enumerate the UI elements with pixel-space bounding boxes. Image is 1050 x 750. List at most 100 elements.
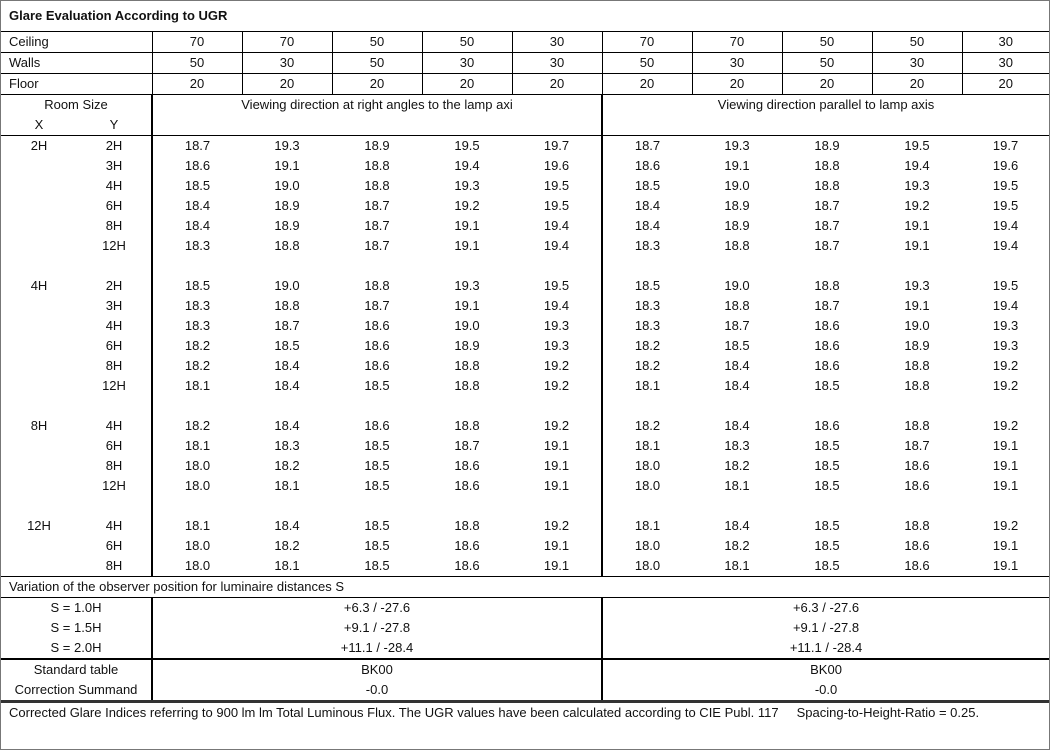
ugr-value: 18.8: [364, 278, 390, 293]
room-y: 12H: [102, 378, 126, 393]
ugr-row: 8H 4H 18.2 18.4 18.6 18.8 19.2 18.2 18.4 18.6 18.8…: [1, 416, 1049, 436]
ugr-row: 12H 18.1 18.4 18.5 18.8 19.2 18.1 18.4 18.5 18.8 1…: [1, 376, 1049, 396]
header-row: Room Size Viewing direction at right angl…: [1, 94, 1050, 136]
room-y: 6H: [105, 438, 123, 453]
ugr-value: 18.8: [904, 518, 930, 533]
ugr-value: 19.2: [543, 418, 570, 433]
ugr-value: 18.1: [274, 558, 300, 573]
ugr-value: 18.4: [724, 358, 750, 373]
ugr-value: 18.0: [601, 456, 692, 476]
ugr-value: 19.2: [992, 418, 1019, 433]
variation-right-angles: +6.3 / -27.6: [151, 597, 602, 618]
ugr-value: 19.1: [543, 478, 570, 493]
ugr-value: 18.7: [364, 298, 390, 313]
spacer: [600, 396, 1050, 416]
ugr-value: 18.3: [601, 316, 692, 336]
ugr-value: 18.4: [151, 196, 242, 216]
reflectance-value: 70: [241, 31, 333, 53]
room-y: 3H: [105, 158, 123, 173]
footnote: Corrected Glare Indices referring to 900…: [1, 700, 1050, 723]
ugr-value: 18.7: [814, 238, 840, 253]
ugr-value: 18.9: [274, 218, 300, 233]
ugr-value: 19.5: [992, 198, 1019, 213]
variation-row: S = 1.5H +9.1 / -27.8 +9.1 / -27.8: [1, 618, 1050, 638]
ugr-value: 18.4: [274, 418, 300, 433]
ugr-value: 19.1: [543, 458, 570, 473]
spacer: [1, 396, 152, 416]
variation-right-angles: +11.1 / -28.4: [151, 638, 602, 659]
ugr-value: 18.5: [364, 458, 390, 473]
ugr-value: 19.3: [454, 278, 480, 293]
ugr-value: 19.0: [274, 278, 300, 293]
spacer: [1, 496, 152, 516]
room-y: 4H: [105, 318, 123, 333]
room-x: [1, 296, 77, 316]
ugr-value: 18.5: [814, 558, 840, 573]
room-y: 4H: [105, 518, 123, 533]
ugr-value: 18.4: [724, 518, 750, 533]
reflectance-value: 30: [511, 31, 603, 53]
ugr-value: 19.1: [543, 558, 570, 573]
ugr-value: 19.2: [904, 198, 930, 213]
ugr-value: 18.7: [814, 298, 840, 313]
ugr-value: 18.8: [274, 238, 300, 253]
ugr-value: 18.4: [601, 196, 692, 216]
reflectance-value: 70: [691, 31, 783, 53]
reflectance-value: 50: [781, 52, 873, 74]
reflectance-row: Floor 20 20 20 20 20 20 20 20 20 20: [1, 73, 1050, 95]
ugr-value: 18.6: [904, 558, 930, 573]
ugr-value: 19.3: [992, 338, 1019, 353]
ugr-value: 19.2: [992, 378, 1019, 393]
standard-label: Correction Summand: [14, 682, 138, 697]
ugr-value: 18.6: [364, 318, 390, 333]
ugr-value: 19.5: [422, 135, 512, 156]
ugr-value: 18.2: [724, 538, 750, 553]
ugr-value: 18.0: [601, 476, 692, 496]
room-y: 8H: [105, 218, 123, 233]
ugr-value: 18.2: [601, 416, 692, 436]
ugr-value: 19.0: [454, 318, 480, 333]
ugr-value: 18.3: [601, 236, 692, 256]
ugr-value: 18.3: [151, 316, 242, 336]
variation-heading: Variation of the observer position for l…: [1, 576, 1050, 598]
ugr-value: 19.5: [992, 278, 1019, 293]
ugr-value: 18.5: [601, 276, 692, 296]
ugr-value: 19.0: [274, 178, 300, 193]
reflectance-value: 20: [511, 73, 603, 95]
ugr-value: 18.7: [151, 135, 242, 156]
ugr-value: 19.5: [872, 135, 962, 156]
ugr-value: 19.1: [904, 298, 930, 313]
ugr-value: 18.5: [814, 538, 840, 553]
reflectance-value: 30: [241, 52, 333, 74]
ugr-value: 19.1: [454, 238, 480, 253]
ugr-value: 19.3: [992, 318, 1019, 333]
room-x: [1, 236, 77, 256]
room-x: [1, 216, 77, 236]
standard-label: Standard table: [1, 658, 152, 680]
ugr-value: 18.5: [601, 176, 692, 196]
ugr-row: 6H 18.0 18.2 18.5 18.6 19.1 18.0 18.2 18.5 18.6 19…: [1, 536, 1049, 556]
reflectance-value: 20: [331, 73, 423, 95]
variation-row: S = 1.0H +6.3 / -27.6 +6.3 / -27.6: [1, 597, 1050, 618]
spacer: [151, 496, 602, 516]
reflectance-value: 30: [871, 52, 963, 74]
room-y: 6H: [105, 198, 123, 213]
ugr-value: 18.1: [274, 478, 300, 493]
ugr-value: 18.6: [454, 478, 480, 493]
ugr-value: 19.2: [992, 518, 1019, 533]
reflectance-label: Ceiling: [1, 31, 153, 53]
ugr-value: 18.5: [151, 276, 242, 296]
ugr-row: 6H 18.2 18.5 18.6 18.9 19.3 18.2 18.5 18.6 18.9 19…: [1, 336, 1049, 356]
spacer: [1, 256, 152, 276]
ugr-value: 19.3: [242, 135, 332, 156]
ugr-row: 6H 18.1 18.3 18.5 18.7 19.1 18.1 18.3 18.5 18.7 19…: [1, 436, 1049, 456]
ugr-value: 18.0: [151, 456, 242, 476]
standard-parallel: -0.0: [600, 680, 1050, 702]
ugr-value: 18.8: [814, 158, 840, 173]
room-x: [1, 356, 77, 376]
room-x: [1, 196, 77, 216]
room-y: 8H: [105, 458, 123, 473]
ugr-value: 18.8: [904, 418, 930, 433]
ugr-value: 18.8: [454, 378, 480, 393]
